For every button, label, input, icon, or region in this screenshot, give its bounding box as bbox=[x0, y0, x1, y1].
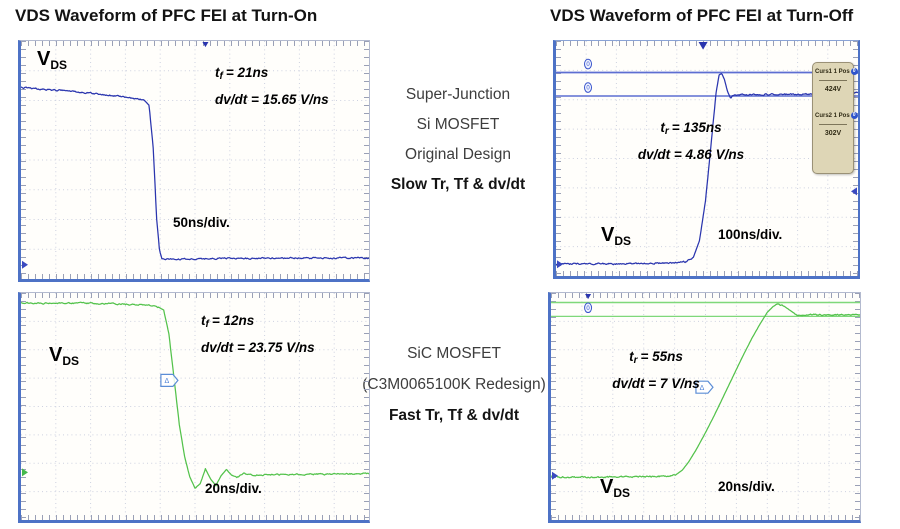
cursor2-label: Curs2 1 Pos 0 bbox=[815, 112, 858, 120]
cursor1-label: Curs1 1 Pos 0 bbox=[815, 68, 858, 76]
timebase-label: 20ns/div. bbox=[205, 481, 262, 496]
cursor1-knob-icon: 0 bbox=[850, 68, 858, 75]
scope-graticule-canvas: Δ bbox=[21, 293, 369, 520]
edge-annotation: tf = 21ns dv/dt = 15.65 V/ns bbox=[215, 61, 329, 111]
description-line: SiC MOSFET bbox=[407, 345, 501, 362]
vds-label: VDS bbox=[601, 224, 632, 248]
scope-graticule-canvas: 00 bbox=[556, 41, 858, 276]
fall-time-annotation: tf = 12ns bbox=[201, 313, 255, 330]
vds-label: VDS bbox=[37, 48, 68, 72]
trigger-position-icon bbox=[585, 294, 592, 300]
dvdt-annotation: dv/dt = 23.75 V/ns bbox=[201, 340, 315, 355]
cursor2-value: 302V bbox=[824, 130, 842, 138]
trigger-position-icon bbox=[202, 42, 209, 48]
edge-annotation: tf = 12ns dv/dt = 23.75 V/ns bbox=[201, 309, 315, 359]
description-sic-mosfet: SiC MOSFET (C3M0065100K Redesign) Fast T… bbox=[350, 338, 558, 431]
scope-graticule-canvas bbox=[21, 41, 369, 279]
figure-title-turn-off: VDS Waveform of PFC FEI at Turn-Off bbox=[550, 6, 854, 25]
dvdt-annotation: dv/dt = 15.65 V/ns bbox=[215, 92, 329, 107]
description-line: Super-Junction bbox=[405, 86, 511, 103]
cursor-handle-bubble-icon bbox=[584, 58, 593, 70]
svg-text:Δ: Δ bbox=[165, 378, 170, 385]
oscilloscope-turn-on-sic-mosfet: Δ tf = 12ns dv/dt = 23.75 V/ns VDS 20ns/d… bbox=[18, 292, 370, 523]
trigger-position-icon bbox=[698, 42, 708, 50]
rise-time-annotation: tr = 135ns bbox=[660, 120, 722, 137]
svg-text:0: 0 bbox=[586, 62, 590, 68]
edge-annotation: tr = 135ns dv/dt = 4.86 V/ns bbox=[576, 116, 806, 166]
cursor-handle-bubble-icon bbox=[584, 82, 593, 93]
vds-trace bbox=[21, 301, 369, 489]
trace-level-arrow-icon bbox=[552, 471, 558, 480]
cursor1-value: 424V bbox=[824, 86, 842, 94]
vds-trace bbox=[551, 303, 860, 479]
timebase-label: 100ns/div. bbox=[718, 227, 783, 242]
svg-text:0: 0 bbox=[586, 86, 590, 92]
description-line: (C3M0065100K Redesign) bbox=[362, 376, 546, 393]
trace-level-arrow-icon bbox=[22, 260, 28, 269]
vds-trace bbox=[21, 86, 369, 261]
edge-marker-badge-icon bbox=[160, 373, 179, 387]
rise-time-annotation: tr = 55ns bbox=[629, 349, 683, 366]
cursor-handle-bubble-icon bbox=[584, 302, 593, 314]
vds-trace bbox=[556, 72, 858, 266]
description-line-bold: Fast Tr, Tf & dv/dt bbox=[388, 407, 520, 424]
svg-text:Δ: Δ bbox=[700, 385, 705, 392]
fall-time-annotation: tf = 21ns bbox=[215, 65, 269, 82]
svg-text:0: 0 bbox=[586, 306, 590, 312]
trace-level-arrow-icon bbox=[557, 260, 563, 269]
edge-marker-badge-icon bbox=[695, 380, 714, 394]
cursor-readout-panel: Curs1 1 Pos 0 424V Curs2 1 Pos 0 302V bbox=[812, 62, 858, 174]
dvdt-annotation: dv/dt = 4.86 V/ns bbox=[637, 147, 745, 162]
panel-divider bbox=[819, 80, 847, 82]
timebase-label: 20ns/div. bbox=[718, 479, 775, 494]
right-edge-arrow-icon bbox=[851, 187, 857, 196]
timebase-label: 50ns/div. bbox=[173, 215, 230, 230]
cursor2-knob-icon: 0 bbox=[850, 112, 858, 120]
trace-level-arrow-icon bbox=[22, 468, 28, 477]
vds-label: VDS bbox=[600, 476, 631, 500]
edge-annotation: tr = 55ns dv/dt = 7 V/ns bbox=[561, 345, 751, 395]
panel-divider bbox=[819, 124, 847, 126]
description-si-mosfet: Super-Junction Si MOSFET Original Design… bbox=[366, 80, 550, 200]
dvdt-annotation: dv/dt = 7 V/ns bbox=[612, 376, 700, 391]
description-line: Original Design bbox=[405, 146, 511, 163]
description-line: Si MOSFET bbox=[416, 116, 500, 133]
description-line-bold: Slow Tr, Tf & dv/dt bbox=[390, 176, 526, 193]
figure-title-turn-on: VDS Waveform of PFC FEI at Turn-On bbox=[15, 6, 318, 25]
scope-graticule-canvas: 0Δ bbox=[551, 293, 860, 520]
vds-label: VDS bbox=[49, 344, 80, 368]
oscilloscope-turn-on-si-mosfet: VDS tf = 21ns dv/dt = 15.65 V/ns 50ns/div… bbox=[18, 40, 370, 282]
